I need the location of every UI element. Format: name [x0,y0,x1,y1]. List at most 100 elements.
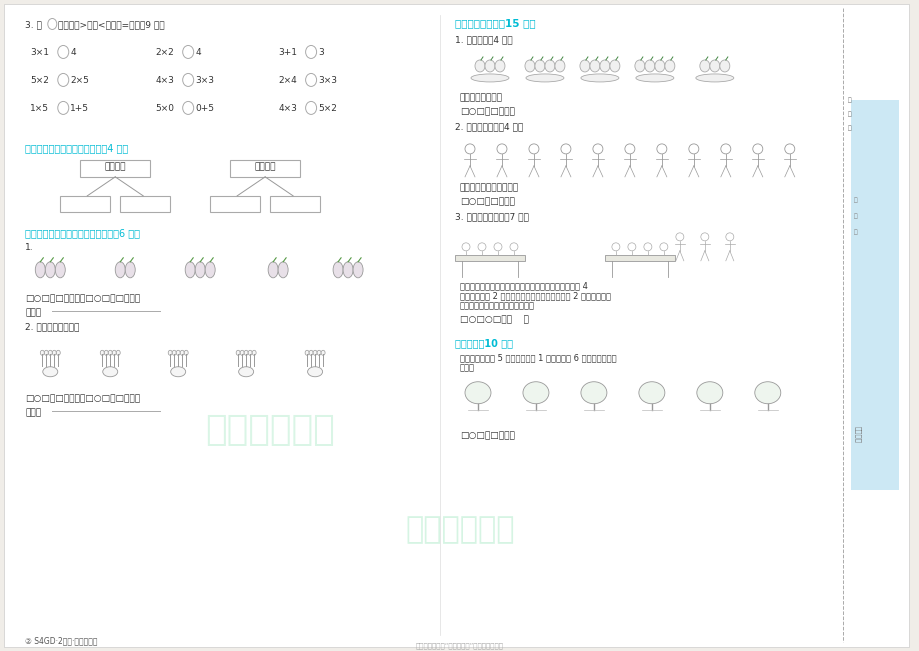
Text: 订: 订 [853,213,857,219]
Text: 2×2: 2×2 [155,48,174,57]
Text: 1. 数苹果。（4 分）: 1. 数苹果。（4 分） [455,35,512,44]
Text: 4×3: 4×3 [155,76,174,85]
Ellipse shape [654,60,664,72]
Text: 二四得八: 二四得八 [105,162,126,171]
Text: 一共有多少人参加比赛？: 一共有多少人参加比赛？ [460,183,518,192]
Text: 5×2: 5×2 [30,76,49,85]
Text: 3×3: 3×3 [195,76,214,85]
Bar [210,196,260,212]
Ellipse shape [464,381,491,404]
Ellipse shape [634,60,644,72]
Text: 5×2: 5×2 [318,104,336,113]
Ellipse shape [754,381,780,404]
Bar [604,255,675,261]
Ellipse shape [183,74,194,87]
Ellipse shape [554,60,564,72]
Ellipse shape [305,46,316,59]
Text: 名同学，已有 2 张桌子坐满了同学，这时又进来 2 名同学，手工: 名同学，已有 2 张桌子坐满了同学，这时又进来 2 名同学，手工 [460,292,610,301]
Text: 4: 4 [70,48,75,57]
Ellipse shape [484,60,494,72]
Text: 里填上》>「》<「或》=「。（9 分）: 里填上》>「》<「或》=「。（9 分） [58,20,165,29]
Ellipse shape [333,262,343,278]
Text: 装: 装 [846,97,851,103]
Ellipse shape [638,381,664,404]
Ellipse shape [168,350,172,355]
Text: 线: 线 [846,125,851,131]
Ellipse shape [44,350,48,355]
Ellipse shape [45,262,55,278]
Bar [230,160,300,177]
Ellipse shape [343,262,353,278]
Text: 放学后，同学们陆续走进手工兴趣教室。每张桌子可坐 4: 放学后，同学们陆续走进手工兴趣教室。每张桌子可坐 4 [460,282,587,291]
Ellipse shape [305,102,316,115]
Ellipse shape [58,102,69,115]
Text: □○□＝□（个）或□○□＝□（个）: □○□＝□（个）或□○□＝□（个） [26,295,141,304]
Ellipse shape [525,60,534,72]
Ellipse shape [580,74,618,82]
Ellipse shape [321,350,324,355]
Ellipse shape [534,60,544,72]
Ellipse shape [238,367,254,377]
Ellipse shape [40,350,44,355]
Text: 1×5: 1×5 [30,104,50,113]
Text: 3: 3 [318,48,323,57]
Ellipse shape [125,262,135,278]
Ellipse shape [526,74,563,82]
Ellipse shape [474,60,484,72]
Ellipse shape [695,74,733,82]
Ellipse shape [180,350,184,355]
Bar [270,196,320,212]
Text: 3×3: 3×3 [318,76,336,85]
Ellipse shape [599,60,609,72]
Ellipse shape [205,262,215,278]
Text: □○□＝□（米）: □○□＝□（米） [460,432,515,441]
Text: 五、根据口诀，写乘法算式。（4 分）: 五、根据口诀，写乘法算式。（4 分） [26,143,129,153]
Ellipse shape [48,18,57,29]
Text: 口诀：: 口诀： [26,409,41,418]
Text: □○□○□＝（    ）: □○□○□＝（ ） [460,316,528,325]
Ellipse shape [171,367,186,377]
Text: ② S4GD·2年级·数学（上）: ② S4GD·2年级·数学（上） [26,637,97,646]
Text: 4×3: 4×3 [278,104,297,113]
Ellipse shape [312,350,317,355]
Ellipse shape [240,350,244,355]
Ellipse shape [112,350,116,355]
Text: 2×5: 2×5 [70,76,89,85]
Text: 六、看图列式计算，并写出口诀。（6 分）: 六、看图列式计算，并写出口诀。（6 分） [26,228,141,238]
Text: 一共有几个苹果？: 一共有几个苹果？ [460,93,503,102]
Ellipse shape [609,60,619,72]
Text: 2. 一共有几根手指？: 2. 一共有几根手指？ [26,323,80,332]
Ellipse shape [43,367,58,377]
Text: 每两棵树之间是 5 米，小云从第 1 棵树跑到第 6 棵树，共跑了多: 每两棵树之间是 5 米，小云从第 1 棵树跑到第 6 棵树，共跑了多 [460,353,616,363]
Text: 口诀：: 口诀： [26,309,41,318]
Text: 关注微信公众号“数藏书批注”获取更多习题册: 关注微信公众号“数藏书批注”获取更多习题册 [415,643,504,649]
Ellipse shape [116,350,120,355]
Ellipse shape [494,60,505,72]
Ellipse shape [104,350,108,355]
Ellipse shape [115,262,125,278]
Ellipse shape [664,60,675,72]
Ellipse shape [48,350,52,355]
Ellipse shape [185,262,195,278]
Ellipse shape [58,46,69,59]
Ellipse shape [309,350,312,355]
Ellipse shape [172,350,176,355]
Ellipse shape [589,60,599,72]
Ellipse shape [267,262,278,278]
Ellipse shape [108,350,112,355]
Text: 3×1: 3×1 [30,48,50,57]
Ellipse shape [644,60,654,72]
Ellipse shape [305,350,309,355]
Ellipse shape [183,102,194,115]
Text: 兴趣教室这时一共有多少名同学？: 兴趣教室这时一共有多少名同学？ [460,302,535,311]
Ellipse shape [353,262,363,278]
Text: □○□＝□（个）: □○□＝□（个） [460,107,515,116]
Ellipse shape [580,381,607,404]
Ellipse shape [719,60,729,72]
Text: 数藏书批注站: 数藏书批注站 [205,413,335,447]
Text: 线: 线 [853,229,857,234]
Bar [61,196,110,212]
Text: 4: 4 [195,48,200,57]
Text: 订: 订 [846,111,851,117]
Ellipse shape [699,60,709,72]
